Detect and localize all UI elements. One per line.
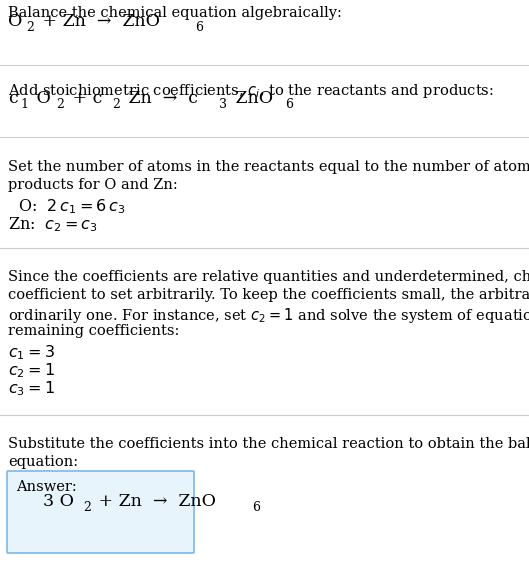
Text: Set the number of atoms in the reactants equal to the number of atoms in the: Set the number of atoms in the reactants…: [8, 160, 529, 174]
Text: 6: 6: [285, 98, 293, 111]
Text: Zn:  $c_2 = c_3$: Zn: $c_2 = c_3$: [8, 215, 98, 234]
Text: remaining coefficients:: remaining coefficients:: [8, 324, 179, 338]
Text: ZnO: ZnO: [230, 90, 273, 107]
Text: 2: 2: [83, 501, 91, 514]
Text: Balance the chemical equation algebraically:: Balance the chemical equation algebraica…: [8, 6, 342, 20]
Text: ordinarily one. For instance, set $c_2 = 1$ and solve the system of equations fo: ordinarily one. For instance, set $c_2 =…: [8, 306, 529, 325]
Text: 2: 2: [57, 98, 65, 111]
Text: 6: 6: [252, 501, 260, 514]
Text: coefficient to set arbitrarily. To keep the coefficients small, the arbitrary va: coefficient to set arbitrarily. To keep …: [8, 288, 529, 302]
Text: c: c: [8, 90, 18, 107]
Text: + Zn  →  ZnO: + Zn → ZnO: [93, 493, 216, 510]
FancyBboxPatch shape: [7, 471, 194, 553]
Text: 2: 2: [112, 98, 120, 111]
Text: O: O: [31, 90, 51, 107]
Text: + c: + c: [67, 90, 102, 107]
Text: 3 O: 3 O: [43, 493, 74, 510]
Text: + Zn  →  ZnO: + Zn → ZnO: [37, 13, 160, 30]
Text: Zn  →  c: Zn → c: [123, 90, 197, 107]
Text: $c_1 = 3$: $c_1 = 3$: [8, 343, 55, 362]
Text: Answer:: Answer:: [16, 480, 77, 494]
Text: 6: 6: [195, 21, 204, 34]
Text: O: O: [8, 13, 22, 30]
Text: 3: 3: [220, 98, 227, 111]
Text: Since the coefficients are relative quantities and underdetermined, choose a: Since the coefficients are relative quan…: [8, 270, 529, 284]
Text: Add stoichiometric coefficients, $c_i$, to the reactants and products:: Add stoichiometric coefficients, $c_i$, …: [8, 82, 494, 100]
Text: Substitute the coefficients into the chemical reaction to obtain the balanced: Substitute the coefficients into the che…: [8, 437, 529, 451]
Text: O:  $2\,c_1 = 6\,c_3$: O: $2\,c_1 = 6\,c_3$: [8, 197, 125, 215]
Text: $c_2 = 1$: $c_2 = 1$: [8, 361, 55, 380]
Text: products for O and Zn:: products for O and Zn:: [8, 178, 178, 192]
Text: 1: 1: [21, 98, 29, 111]
Text: equation:: equation:: [8, 455, 78, 469]
Text: 2: 2: [26, 21, 34, 34]
Text: $c_3 = 1$: $c_3 = 1$: [8, 379, 55, 397]
